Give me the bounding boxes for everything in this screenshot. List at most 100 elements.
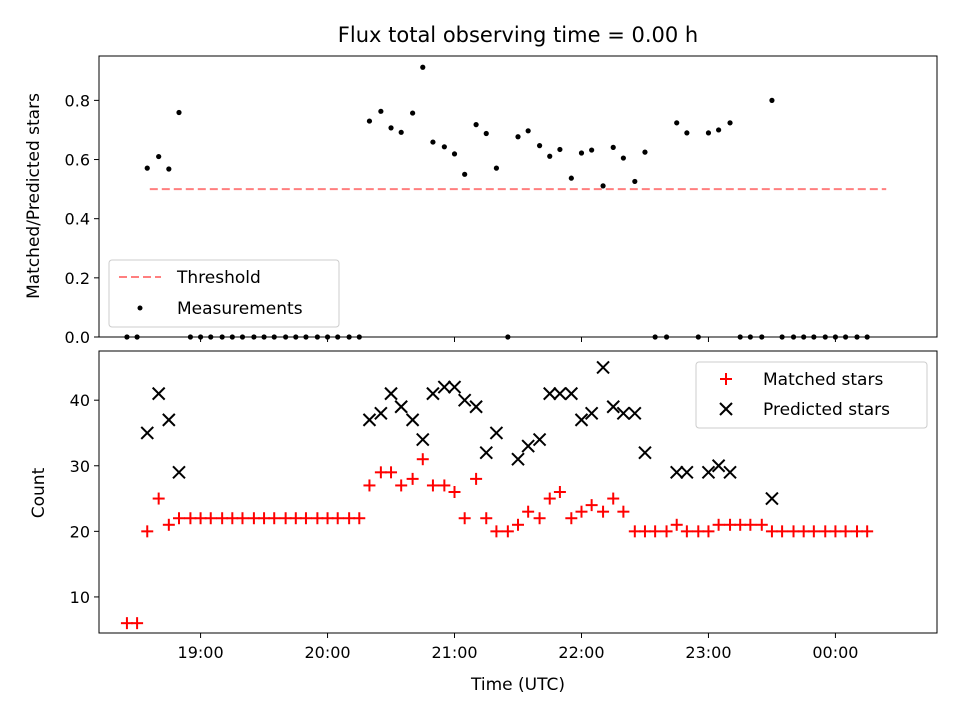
matched-star-point — [172, 512, 185, 525]
measurement-point — [166, 166, 172, 172]
predicted-star-point — [670, 465, 684, 480]
bottom-xtick-label: 00:00 — [812, 643, 858, 662]
top-ytick-label: 0.6 — [65, 151, 90, 170]
measurement-point — [366, 118, 373, 124]
predicted-star-point — [680, 465, 694, 480]
matched-star-point — [216, 512, 229, 525]
predicted-stars-series — [140, 360, 779, 506]
bottom-axis-ticks: 10 20 30 40 19:00 20:00 21:00 22:00 23:00 00:00 — [70, 391, 859, 662]
top-panel: 0.00.20.40.60.8 Matched/Predicted stars … — [24, 55, 938, 347]
matched-star-point — [438, 479, 451, 492]
matched-star-point — [649, 525, 662, 538]
matched-stars-series — [120, 453, 874, 630]
predicted-star-point — [437, 380, 452, 394]
predicted-star-point — [543, 386, 557, 401]
top-legend: Threshold Measurements — [108, 259, 340, 328]
matched-star-point — [638, 525, 651, 538]
measurement-point — [727, 120, 733, 126]
matched-star-point — [851, 525, 864, 538]
matched-star-point — [692, 525, 705, 538]
bottom-legend-box — [695, 361, 928, 429]
measurement-point — [557, 146, 563, 153]
legend-predicted-swatch — [719, 402, 733, 416]
matched-star-point — [268, 512, 281, 525]
measurement-point — [705, 130, 712, 136]
measurement-point — [156, 153, 162, 160]
matched-star-point — [458, 512, 471, 525]
measurement-point — [716, 127, 722, 133]
legend-measurements-swatch — [137, 305, 143, 311]
predicted-star-point — [384, 386, 398, 401]
matched-star-point — [724, 518, 737, 531]
predicted-star-point — [701, 465, 716, 480]
matched-star-point — [565, 512, 578, 525]
matched-star-point — [755, 518, 768, 531]
matched-star-point — [607, 492, 620, 505]
top-ytick-label: 0.4 — [65, 210, 90, 229]
matched-star-point — [617, 505, 630, 518]
predicted-star-point — [564, 386, 579, 401]
bottom-xlabel: Time (UTC) — [470, 675, 565, 695]
bottom-ytick-label: 20 — [70, 522, 90, 541]
matched-star-point — [765, 525, 778, 538]
predicted-star-point — [596, 360, 610, 375]
measurements-series — [124, 64, 870, 340]
predicted-star-point — [405, 413, 420, 427]
predicted-star-point — [394, 400, 408, 414]
matched-star-point — [311, 512, 324, 525]
matched-star-point — [395, 479, 408, 492]
predicted-star-point — [638, 445, 652, 460]
measurement-point — [410, 110, 416, 116]
measurement-point — [632, 178, 638, 185]
matched-star-point — [861, 525, 874, 538]
matched-star-point — [131, 617, 144, 630]
predicted-star-point — [606, 400, 620, 414]
bottom-xtick-label: 21:00 — [431, 643, 477, 662]
measurement-point — [536, 143, 543, 149]
predicted-star-point — [362, 413, 377, 427]
measurement-point — [378, 108, 384, 114]
matched-star-point — [839, 525, 852, 538]
predicted-star-point — [616, 406, 631, 421]
matched-star-point — [522, 505, 535, 518]
bottom-xtick-label: 23:00 — [685, 643, 731, 662]
matched-star-point — [184, 512, 197, 525]
measurement-point — [451, 151, 458, 157]
matched-star-point — [331, 512, 344, 525]
measurement-point — [578, 150, 585, 156]
matched-star-point — [797, 525, 810, 538]
matched-star-point — [533, 512, 546, 525]
legend-matched-label: Matched stars — [763, 370, 883, 390]
matched-star-point — [807, 525, 820, 538]
predicted-star-point — [479, 445, 493, 460]
measurement-point — [684, 130, 690, 136]
matched-star-point — [374, 466, 387, 479]
matched-star-point — [448, 486, 461, 498]
bottom-ytick-label: 30 — [70, 457, 90, 476]
matched-star-point — [680, 525, 693, 538]
top-ytick-label: 0.0 — [65, 328, 90, 347]
predicted-star-point — [511, 452, 525, 466]
matched-star-point — [247, 512, 260, 525]
measurement-point — [568, 175, 574, 181]
matched-star-point — [512, 518, 524, 531]
measurement-point — [144, 165, 150, 171]
predicted-star-point — [151, 386, 166, 401]
top-axes-frame — [98, 55, 938, 338]
predicted-star-point — [711, 459, 726, 473]
legend-predicted-label: Predicted stars — [763, 400, 890, 420]
matched-star-point — [226, 512, 239, 525]
measurement-point — [430, 139, 436, 145]
predicted-star-point — [489, 426, 504, 440]
matched-star-point — [289, 512, 302, 525]
predicted-star-point — [765, 491, 779, 506]
matched-star-point — [712, 518, 725, 531]
measurement-point — [473, 122, 479, 128]
predicted-star-point — [447, 380, 462, 394]
predicted-star-point — [521, 439, 535, 453]
predicted-star-point — [469, 400, 483, 414]
matched-star-point — [194, 512, 207, 525]
matched-star-point — [162, 518, 175, 531]
matched-star-point — [152, 492, 165, 505]
